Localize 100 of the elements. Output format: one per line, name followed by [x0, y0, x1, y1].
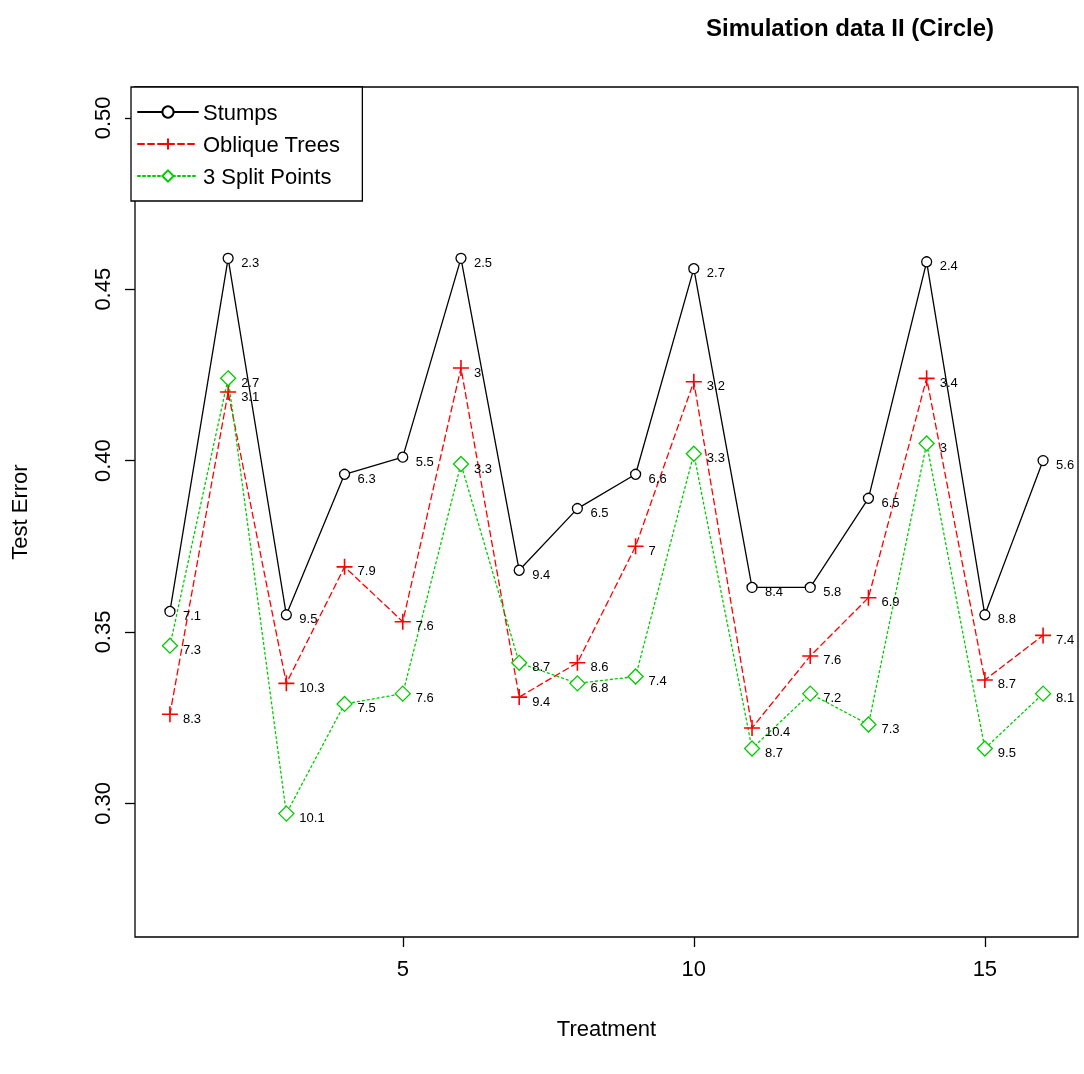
- point: [917, 369, 936, 388]
- annotation: 10.3: [299, 679, 325, 695]
- x-tick-label: 5: [396, 955, 409, 981]
- annotation: 7.6: [823, 652, 842, 668]
- x-tick-label: 10: [681, 955, 707, 981]
- point: [688, 263, 700, 275]
- annotation: 9.5: [299, 611, 318, 627]
- y-tick-label: 0.45: [89, 267, 115, 311]
- point: [222, 252, 234, 265]
- annotation: 7.5: [357, 700, 376, 716]
- point: [569, 675, 586, 692]
- annotation: 3: [939, 439, 947, 455]
- annotation: 8.3: [182, 710, 201, 726]
- annotation: 10.1: [299, 810, 325, 826]
- point: [746, 581, 758, 594]
- annotation: 8.7: [765, 744, 784, 760]
- annotation: 5.6: [1056, 457, 1075, 473]
- annotation: 8.8: [997, 611, 1016, 627]
- point: [338, 468, 351, 480]
- legend-label: Oblique Trees: [203, 131, 340, 157]
- annotation: 9.4: [532, 566, 551, 582]
- x-axis-title: Treatment: [556, 1015, 657, 1041]
- point: [277, 674, 296, 693]
- annotation: 10.4: [765, 724, 791, 740]
- point: [336, 695, 353, 713]
- point: [571, 502, 584, 515]
- point: [1034, 685, 1052, 702]
- point: [918, 435, 935, 452]
- annotation: 2.7: [706, 265, 725, 281]
- y-tick-label: 0.40: [89, 439, 115, 482]
- point: [921, 256, 933, 268]
- annotation: 6.5: [881, 494, 900, 510]
- point: [862, 492, 875, 504]
- point: [397, 451, 409, 463]
- y-axis-title: Test Error: [6, 464, 32, 560]
- legend-label: Stumps: [203, 99, 278, 125]
- point: [164, 605, 176, 618]
- annotation: 2.5: [473, 254, 493, 270]
- point: [335, 558, 354, 576]
- annotation: 9.4: [532, 693, 551, 709]
- annotation: 7.6: [415, 690, 434, 706]
- point: [161, 637, 179, 654]
- annotation: 6.5: [590, 505, 609, 521]
- annotation: 6.8: [590, 679, 609, 695]
- annotation: 6.3: [357, 470, 376, 486]
- annotation: 2.3: [241, 254, 260, 270]
- point: [393, 612, 412, 631]
- point: [455, 252, 467, 265]
- point: [452, 359, 470, 377]
- point: [859, 588, 878, 607]
- point: [1037, 454, 1049, 467]
- annotation: 8.7: [532, 659, 551, 675]
- annotation: 8.6: [590, 659, 609, 675]
- annotation: 9.5: [997, 744, 1016, 760]
- annotation: 7.9: [357, 563, 376, 579]
- y-tick-label: 0.30: [89, 781, 115, 825]
- annotation: 8.7: [997, 676, 1016, 692]
- annotation: 7.6: [415, 618, 434, 634]
- point: [976, 740, 994, 757]
- x-tick-label: 15: [972, 955, 998, 981]
- y-tick-label: 0.50: [89, 96, 115, 140]
- annotation: 3.3: [706, 450, 725, 466]
- point: [976, 671, 994, 689]
- point: [452, 455, 470, 473]
- point: [219, 383, 237, 401]
- point: [804, 581, 816, 594]
- point: [802, 685, 819, 702]
- point: [860, 716, 877, 733]
- point: [280, 609, 292, 621]
- chart-title: Simulation data II (Circle): [705, 13, 994, 41]
- annotation: 7.4: [1056, 631, 1075, 647]
- point: [161, 705, 179, 724]
- annotation: 7.3: [881, 721, 900, 736]
- annotation: 7.4: [648, 673, 667, 689]
- point: [801, 647, 820, 665]
- annotation: 6.9: [881, 594, 900, 610]
- annotation: 7.1: [182, 607, 201, 623]
- annotation: 5.8: [823, 583, 842, 599]
- point: [510, 688, 528, 706]
- point: [511, 654, 528, 671]
- point: [685, 372, 703, 391]
- annotation: 7.2: [823, 690, 842, 706]
- point: [513, 564, 525, 576]
- point: [979, 609, 991, 621]
- point: [219, 370, 237, 387]
- point: [626, 537, 645, 556]
- point: [743, 719, 761, 737]
- point: [743, 740, 761, 757]
- point: [394, 685, 411, 702]
- point: [627, 668, 644, 685]
- point: [629, 468, 642, 480]
- annotation: 7.3: [182, 642, 201, 658]
- annotation: 8.1: [1056, 690, 1075, 706]
- annotation: 2.4: [939, 258, 958, 274]
- annotation: 5.5: [415, 453, 434, 469]
- annotation: 3.3: [473, 460, 493, 476]
- point: [568, 654, 587, 672]
- legend-label: 3 Split Points: [203, 163, 332, 189]
- point: [685, 445, 702, 462]
- y-tick-label: 0.35: [89, 610, 115, 654]
